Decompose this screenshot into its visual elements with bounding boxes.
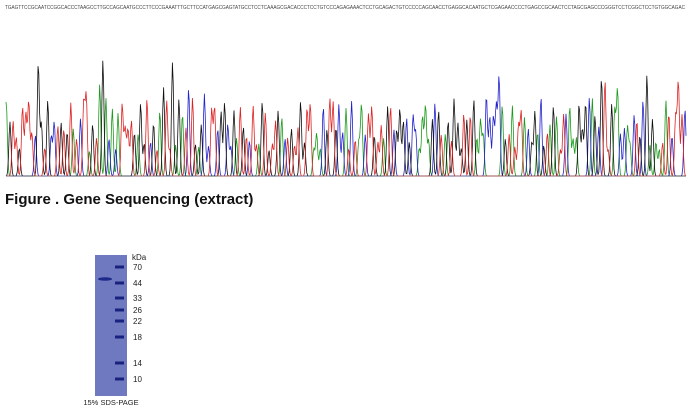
marker-label: 22 — [133, 317, 142, 326]
marker-band — [115, 296, 124, 300]
unit-label: kDa — [132, 253, 147, 262]
sample-band — [98, 277, 112, 281]
marker-band — [115, 265, 124, 269]
gel-image: kDa 70 44 33 26 22 18 14 10 15% SDS-PAGE — [83, 253, 147, 407]
marker-label: 18 — [133, 333, 142, 342]
marker-label: 14 — [133, 359, 142, 368]
marker-band — [115, 319, 124, 323]
marker-group: 70 44 33 26 22 18 14 10 — [115, 263, 142, 384]
marker-band — [115, 308, 124, 312]
marker-label: 70 — [133, 263, 142, 272]
gel-label: 15% SDS-PAGE — [83, 398, 138, 407]
trace-group — [5, 60, 687, 177]
marker-band — [115, 335, 124, 339]
marker-label: 33 — [133, 294, 142, 303]
chromatogram: TGAGTTCCGCAATCCGGCACCCTAAGCCTTGCCAGCAATG… — [5, 5, 687, 177]
gel-lane-area — [95, 255, 127, 396]
marker-label: 26 — [133, 306, 142, 315]
marker-band — [115, 377, 124, 381]
base-sequence: TGAGTTCCGCAATCCGGCACCCTAAGCCTTGCCAGCAATG… — [5, 5, 685, 11]
marker-label: 10 — [133, 375, 142, 384]
figure-caption: Figure . Gene Sequencing (extract) — [5, 191, 254, 208]
marker-band — [115, 281, 124, 285]
marker-label: 44 — [133, 279, 142, 288]
marker-band — [115, 361, 124, 365]
trace — [5, 84, 686, 177]
